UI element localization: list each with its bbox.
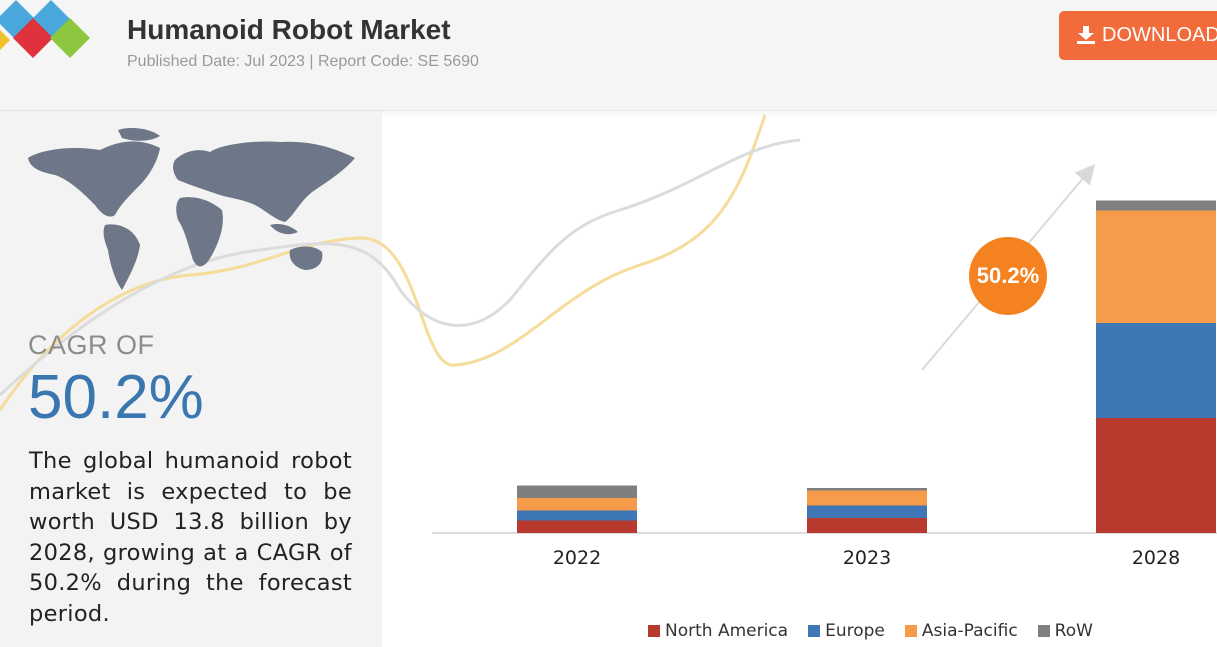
cagr-bubble — [969, 237, 1047, 315]
report-meta: Published Date: Jul 2023 | Report Code: … — [127, 53, 479, 70]
market-description: The global humanoid robot market is expe… — [29, 448, 352, 627]
chart-legend: North America Europe Asia-Pacific RoW — [648, 620, 1093, 642]
bar-north-america-2022 — [517, 520, 637, 533]
legend-swatch — [808, 625, 821, 637]
legend-item-row: RoW — [1037, 620, 1093, 642]
x-tick-labels: 2022 2023 2028 — [553, 547, 1180, 569]
cagr-bubble-label: 50.2% — [977, 263, 1039, 288]
cagr-value: 50.2% — [28, 363, 204, 432]
legend-label: North America — [665, 621, 789, 641]
world-map-image — [28, 128, 355, 290]
bar-europe-2022 — [517, 510, 637, 521]
legend-label: Asia-Pacific — [921, 621, 1018, 641]
page-title: Humanoid Robot Market — [127, 14, 451, 45]
bar-north-america-2023 — [807, 518, 927, 533]
bar-row-2022 — [517, 485, 637, 498]
download-label: DOWNLOAD — [1102, 24, 1217, 46]
cagr-label: CAGR OF — [28, 330, 155, 360]
x-tick-label: 2023 — [843, 547, 891, 569]
bar-row-2028 — [1096, 200, 1216, 211]
bar-europe-2028 — [1096, 323, 1216, 418]
legend-swatch — [648, 625, 660, 637]
legend-swatch — [904, 625, 917, 637]
legend-label: RoW — [1054, 621, 1093, 641]
download-button[interactable]: DOWNLOAD — [1059, 11, 1217, 60]
bar-asia-pacific-2022 — [517, 498, 637, 511]
legend-item-north-america: North America — [648, 620, 788, 642]
legend-item-asia-pacific: Asia-Pacific — [904, 620, 1018, 642]
bar-group — [517, 200, 1216, 533]
legend-swatch — [1037, 625, 1050, 637]
bar-asia-pacific-2028 — [1096, 210, 1216, 323]
brand-logo[interactable] — [0, 0, 100, 80]
bar-north-america-2028 — [1096, 418, 1216, 533]
page-header: Humanoid Robot Market Published Date: Ju… — [0, 0, 1217, 111]
bar-asia-pacific-2023 — [807, 490, 927, 506]
download-icon — [1077, 26, 1095, 44]
legend-item-europe: Europe — [808, 620, 885, 642]
legend-label: Europe — [825, 621, 885, 641]
bar-europe-2023 — [807, 505, 927, 518]
x-tick-label: 2022 — [553, 547, 601, 569]
x-tick-label: 2028 — [1132, 547, 1180, 569]
bar-row-2023 — [807, 488, 927, 491]
